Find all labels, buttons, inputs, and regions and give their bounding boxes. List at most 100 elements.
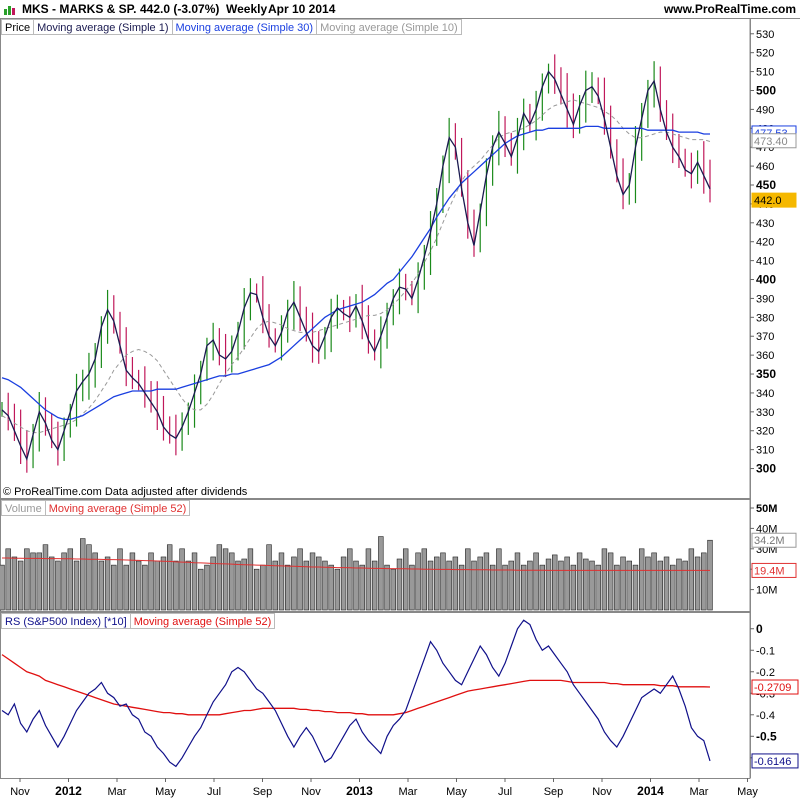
volume-bar: [260, 564, 266, 611]
volume-bar: [266, 544, 272, 611]
ma10-badge-box: [751, 133, 797, 149]
volume-bar: [607, 552, 614, 611]
x-tick-label: Sep: [253, 786, 273, 798]
volume-bar: [502, 564, 508, 611]
date-label: Apr 10 2014: [268, 2, 336, 16]
x-tick-label: Nov: [10, 786, 30, 798]
volume-bar: [179, 548, 185, 611]
panel-frame-price: [0, 18, 751, 499]
volume-tick-label: 50M: [756, 503, 777, 515]
price-tick-label: 320: [756, 426, 774, 438]
price-tick-label: 330: [756, 407, 774, 419]
volume-bar: [701, 552, 707, 611]
legend-volume[interactable]: Volume: [1, 500, 46, 516]
volume-bar: [663, 556, 670, 611]
volume-bar: [80, 538, 86, 611]
volume-bar: [210, 556, 216, 611]
volume-bar: [61, 552, 67, 611]
volume-bar: [247, 548, 254, 611]
volume-bar: [353, 560, 359, 611]
volume-bar: [0, 564, 5, 611]
volume-bar: [191, 552, 198, 611]
volume-bar: [589, 560, 595, 611]
rs-tick-label: 0: [756, 622, 763, 636]
volume-bar: [73, 560, 80, 611]
volume-bar: [520, 564, 527, 611]
volume-bar: [371, 560, 378, 611]
legend-ma30[interactable]: Moving average (Simple 30): [171, 19, 318, 35]
volume-bar: [694, 556, 701, 611]
volume-bar: [303, 560, 310, 611]
volume-last-box: [751, 532, 797, 548]
volume-bar: [123, 564, 129, 611]
site-link[interactable]: www.ProRealTime.com: [663, 2, 796, 16]
volume-bar: [117, 548, 123, 611]
legend-volume-ma[interactable]: Moving average (Simple 52): [44, 500, 191, 516]
volume-tick-label: 10M: [756, 585, 777, 597]
volume-bar: [527, 560, 533, 611]
volume-bar: [421, 548, 428, 611]
ma1-line: [1, 70, 711, 462]
volume-bar: [86, 544, 92, 611]
price-tick-label: 300: [756, 462, 776, 476]
volume-ma-badge: 19.4M: [754, 565, 785, 577]
price-tick-label: 310: [756, 445, 774, 457]
volume-bar: [284, 564, 291, 611]
volume-bar: [322, 560, 328, 611]
legend-ma1[interactable]: Moving average (Simple 1): [33, 19, 173, 35]
volume-bar: [316, 556, 322, 611]
volume-bar: [682, 560, 688, 611]
volume-bar: [489, 564, 496, 611]
rs-ma-line: [1, 654, 711, 716]
rs-line: [1, 619, 711, 768]
rs-ma-badge: -0.2709: [754, 682, 791, 694]
ma10-badge: 473.40: [754, 136, 788, 148]
volume-bar: [378, 536, 384, 611]
volume-bar: [483, 552, 490, 611]
volume-bar: [5, 548, 11, 611]
header-bar: MKS - MARKS & SP. 442.0 (-3.07%) Weekly …: [0, 0, 800, 19]
legend-rs[interactable]: RS (S&P500 Index) [*10]: [1, 613, 131, 629]
price-tick-label: 460: [756, 161, 774, 173]
volume-bar: [347, 548, 353, 611]
volume-bar: [465, 548, 471, 611]
volume-bar: [583, 558, 589, 611]
price-tick-label: 510: [756, 67, 774, 79]
volume-bar: [645, 556, 651, 611]
volume-bar: [595, 564, 601, 611]
price-tick-label: 350: [756, 367, 776, 381]
volume-bar: [688, 548, 695, 611]
x-tick-label: 2013: [346, 784, 373, 798]
volume-bar: [92, 552, 98, 611]
volume-bar: [334, 568, 341, 611]
price-tick-label: 410: [756, 256, 774, 268]
last-price-badge: 442.0: [754, 195, 782, 207]
volume-bar: [160, 556, 167, 611]
volume-bar: [632, 564, 639, 611]
price-tick-label: 520: [756, 48, 774, 60]
price-tick-label: 340: [756, 388, 774, 400]
price-tick-label: 380: [756, 312, 774, 324]
volume-bar: [514, 552, 521, 611]
price-tick-label: 420: [756, 237, 774, 249]
volume-bar: [272, 560, 278, 611]
legend-price[interactable]: Price: [1, 19, 35, 35]
rs-last-badge: -0.6146: [754, 756, 791, 768]
volume-bar: [471, 560, 477, 611]
volume-bar: [309, 552, 316, 611]
legend-ma10[interactable]: Moving average (Simple 10): [316, 19, 462, 35]
panel-frame-rs: [0, 612, 751, 779]
volume-bar: [440, 552, 446, 611]
volume-bar: [253, 568, 260, 611]
legend-rs-ma[interactable]: Moving average (Simple 52): [129, 613, 276, 629]
volume-bar: [42, 544, 49, 611]
volume-bar: [620, 556, 626, 611]
volume-bar: [564, 556, 570, 611]
x-tick-label: May: [446, 786, 467, 798]
price-tick-label: 450: [756, 178, 776, 192]
volume-bar: [458, 564, 465, 611]
volume-bar: [409, 564, 415, 611]
rs-legend: RS (S&P500 Index) [*10] Moving average (…: [1, 613, 276, 629]
volume-bar: [427, 560, 434, 611]
